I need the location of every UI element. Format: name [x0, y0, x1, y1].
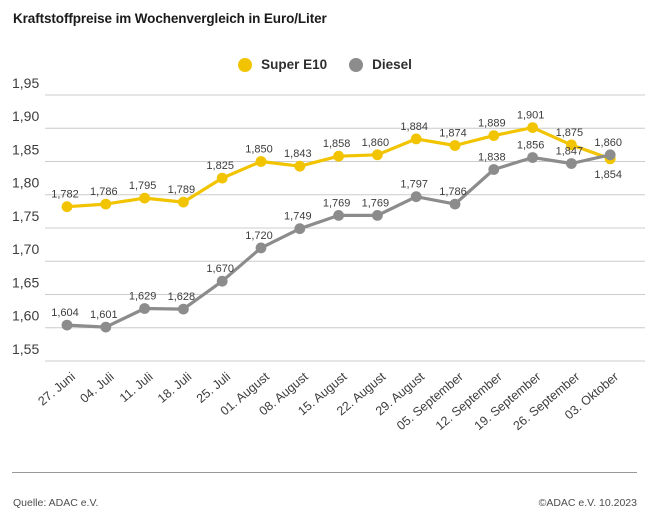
data-label: 1,901 [517, 110, 545, 122]
data-point [61, 201, 73, 213]
data-point [566, 139, 577, 151]
data-label: 1,769 [362, 197, 390, 209]
diesel-dot-icon [349, 57, 364, 72]
data-point [294, 223, 306, 235]
data-label: 1,875 [556, 127, 584, 139]
data-label: 1,782 [51, 189, 79, 201]
data-point [410, 191, 422, 203]
data-label: 1,749 [284, 211, 312, 223]
x-tick-label: 05. September [394, 370, 466, 433]
x-tick-label: 27. Juni [35, 370, 78, 409]
x-tick-label: 26. September [511, 370, 583, 433]
y-tick-label: 1,95 [12, 75, 39, 91]
y-tick-label: 1,60 [12, 308, 39, 324]
data-label: 1,838 [478, 152, 506, 164]
data-label: 1,628 [168, 291, 196, 303]
legend-label-diesel: Diesel [372, 57, 412, 72]
data-label: 1,843 [284, 148, 312, 160]
data-point [449, 140, 461, 151]
data-point [139, 192, 151, 204]
data-label: 1,860 [362, 137, 390, 149]
y-tick-label: 1,90 [12, 108, 39, 124]
data-label: 1,720 [245, 230, 273, 242]
data-point [333, 150, 344, 162]
data-point [255, 242, 267, 254]
data-point [566, 158, 577, 169]
data-point [216, 172, 228, 184]
data-point [410, 133, 422, 145]
x-tick-label: 12. September [433, 370, 505, 433]
data-point [372, 149, 383, 161]
data-point [527, 122, 538, 133]
chart-title: Kraftstoffpreise im Wochenvergleich in E… [13, 11, 327, 26]
data-label: 1,858 [323, 138, 351, 150]
data-label: 1,860 [594, 137, 622, 149]
data-label: 1,786 [90, 186, 118, 198]
data-point [178, 196, 189, 208]
data-label: 1,769 [323, 197, 351, 209]
data-point [178, 303, 189, 315]
data-label: 1,795 [129, 180, 157, 192]
y-tick-label: 1,70 [12, 241, 39, 257]
data-label: 1,629 [129, 291, 157, 303]
data-label: 1,884 [400, 121, 428, 133]
data-point [449, 198, 461, 210]
data-label: 1,825 [206, 160, 234, 172]
y-tick-label: 1,75 [12, 208, 39, 224]
data-label: 1,604 [51, 307, 79, 319]
legend: Super E10 Diesel [0, 57, 650, 72]
y-tick-label: 1,65 [12, 275, 39, 291]
data-point [100, 198, 112, 210]
super-e10-dot-icon [238, 57, 253, 72]
data-label: 1,854 [594, 169, 622, 181]
data-point [139, 303, 151, 314]
data-label: 1,889 [478, 118, 506, 130]
data-point [527, 152, 538, 163]
copyright-text: ©ADAC e.V. 10.2023 [538, 497, 637, 509]
data-point [488, 164, 500, 175]
data-label: 1,874 [439, 128, 467, 140]
source-text: Quelle: ADAC e.V. [13, 497, 99, 509]
data-label: 1,856 [517, 140, 545, 152]
legend-label-super-e10: Super E10 [261, 57, 328, 72]
data-label: 1,601 [90, 309, 118, 321]
data-label: 1,670 [206, 263, 234, 275]
x-tick-label: 19. September [472, 370, 544, 433]
data-point [61, 319, 73, 331]
x-tick-label: 04. Juli [77, 370, 116, 406]
y-tick-label: 1,80 [12, 175, 39, 191]
footer-divider [12, 472, 637, 473]
data-label: 1,789 [168, 184, 196, 196]
data-label: 1,847 [556, 146, 584, 158]
legend-item-diesel: Diesel [349, 57, 412, 72]
data-point [488, 130, 500, 142]
data-label: 1,797 [400, 179, 428, 191]
data-point [100, 321, 112, 333]
data-point [216, 275, 228, 287]
y-tick-label: 1,55 [12, 341, 39, 357]
data-point [604, 149, 616, 161]
x-tick-label: 18. Juli [155, 370, 194, 406]
data-point [255, 156, 267, 167]
data-label: 1,786 [439, 186, 467, 198]
legend-item-super-e10: Super E10 [238, 57, 327, 72]
x-tick-label: 11. Juli [117, 370, 156, 406]
y-tick-label: 1,85 [12, 142, 39, 158]
line-chart-canvas: 1,55 1,60 1,65 1,70 1,75 1,80 1,85 1,90 1,95 27. … [12, 75, 645, 433]
data-point [372, 210, 383, 221]
data-point [294, 160, 306, 172]
data-label: 1,850 [245, 144, 273, 156]
data-point [333, 210, 344, 221]
